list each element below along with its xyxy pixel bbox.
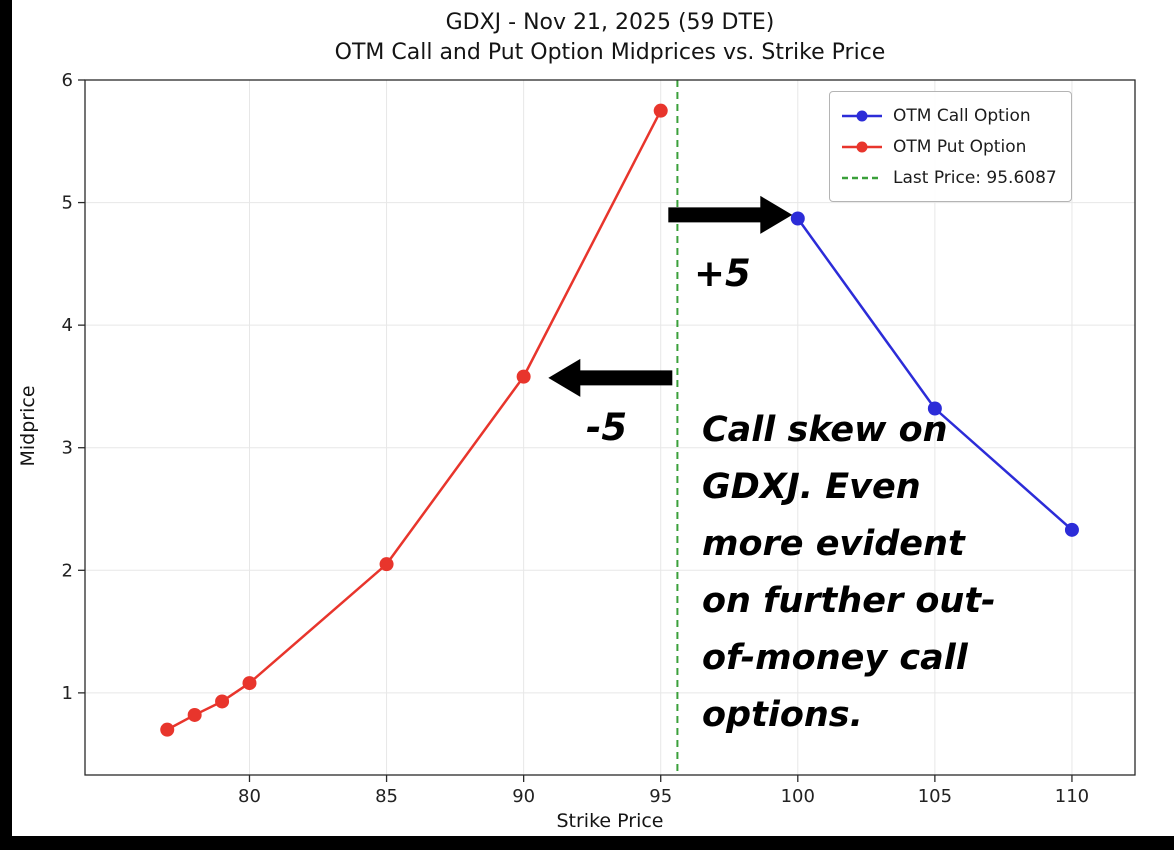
note-line: of-money call: [702, 638, 968, 678]
y-tick-label: 4: [62, 315, 73, 336]
series-otm-call-option: [790, 211, 1079, 537]
arrow-label-minus5: -5: [586, 406, 628, 449]
x-tick-label: 100: [781, 786, 815, 807]
annotation-arrows: [548, 195, 793, 397]
y-tick-label: 1: [62, 683, 73, 704]
dashed-line-icon: [842, 176, 882, 179]
legend-item-otm-call: OTM Call Option: [840, 100, 1057, 131]
call-line-marker-icon: [842, 110, 882, 121]
axes-spines-and-ticks: 80 85 90 95 100 105 110 1 2 3 4 5 6: [62, 70, 1136, 807]
x-tick-label: 90: [512, 786, 535, 807]
legend: OTM Call Option OTM Put Option Last Pric…: [829, 91, 1072, 202]
put-line-marker-icon: [842, 141, 882, 152]
y-tick-label: 6: [62, 70, 73, 91]
note-line: on further out-: [702, 581, 996, 621]
note-line: GDXJ. Even: [702, 467, 921, 507]
y-tick-label: 2: [62, 560, 73, 581]
left-frame-bar: [0, 0, 12, 850]
x-tick-label: 85: [375, 786, 398, 807]
x-tick-label: 105: [918, 786, 952, 807]
arrow-label-plus5: +5: [694, 252, 751, 295]
bottom-frame-bar: [0, 836, 1174, 850]
y-axis-label: Midprice: [17, 385, 39, 467]
y-tick-label: 3: [62, 438, 73, 459]
arrow-right: [668, 195, 793, 234]
chart-title-line1: GDXJ - Nov 21, 2025 (59 DTE): [445, 10, 775, 35]
y-tick-label: 5: [62, 193, 73, 214]
note-line: options.: [702, 695, 863, 735]
legend-label-otm-call: OTM Call Option: [893, 105, 1031, 126]
note-line: more evident: [702, 524, 965, 564]
x-tick-label: 95: [649, 786, 672, 807]
x-tick-label: 110: [1055, 786, 1089, 807]
chart-title: GDXJ - Nov 21, 2025 (59 DTE) OTM Call an…: [85, 8, 1135, 68]
x-axis-label: Strike Price: [556, 810, 664, 832]
note-line: Call skew on: [702, 410, 948, 450]
arrow-left: [548, 358, 673, 397]
legend-label-last-price: Last Price: 95.6087: [893, 167, 1057, 188]
legend-label-otm-put: OTM Put Option: [893, 136, 1027, 157]
call-skew-annotation: Call skew on GDXJ. Even more evident on …: [702, 402, 996, 744]
series-otm-put-option: [160, 103, 668, 737]
chart-title-line2: OTM Call and Put Option Midprices vs. St…: [334, 40, 886, 65]
legend-item-last-price: Last Price: 95.6087: [840, 162, 1057, 193]
legend-item-otm-put: OTM Put Option: [840, 131, 1057, 162]
x-tick-label: 80: [238, 786, 261, 807]
